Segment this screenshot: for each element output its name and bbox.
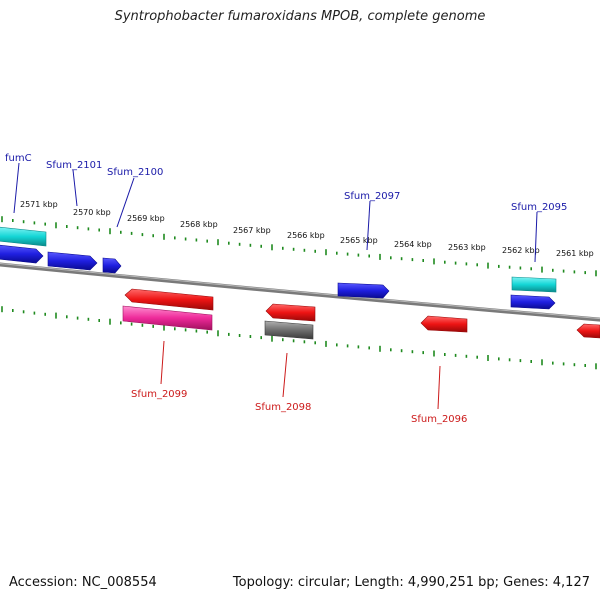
gene-block-pink[interactable] bbox=[122, 305, 213, 331]
gene-label-Sfum_2100[interactable]: Sfum_2100 bbox=[107, 167, 163, 178]
map-title: Syntrophobacter fumaroxidans MPOB, compl… bbox=[114, 9, 486, 24]
kbp-label: 2566 kbp bbox=[287, 231, 325, 240]
gene-Sfum_2097[interactable] bbox=[337, 282, 390, 299]
gene-label-Sfum_2099[interactable]: Sfum_2099 bbox=[131, 389, 187, 400]
kbp-label: 2567 kbp bbox=[233, 226, 271, 235]
kbp-label: 2561 kbp bbox=[556, 249, 594, 258]
gene-label-Sfum_2097[interactable]: Sfum_2097 bbox=[344, 191, 400, 202]
gene-Sfum_2098[interactable] bbox=[265, 303, 316, 322]
reverse-label-leaders bbox=[160, 340, 441, 410]
kbp-label: 2564 kbp bbox=[394, 240, 432, 249]
kbp-label: 2565 kbp bbox=[340, 236, 378, 245]
gene-block-gray[interactable] bbox=[264, 320, 314, 340]
kbp-label: 2570 kbp bbox=[73, 208, 111, 217]
kbp-label: 2563 kbp bbox=[448, 243, 486, 252]
kbp-label: 2569 kbp bbox=[127, 214, 165, 223]
gene-block-blue-left[interactable] bbox=[0, 244, 44, 264]
kbp-label: 2562 kbp bbox=[502, 246, 540, 255]
outer-tick-track bbox=[1, 216, 597, 277]
gene-Sfum_2095[interactable] bbox=[511, 276, 557, 293]
forward-label-leaders bbox=[13, 162, 538, 263]
gene-label-Sfum_2095[interactable]: Sfum_2095 bbox=[511, 202, 567, 213]
gene-label-Sfum_2101[interactable]: Sfum_2101 bbox=[46, 160, 102, 171]
inner-tick-track bbox=[1, 306, 597, 370]
gene-block-blue-right[interactable] bbox=[510, 294, 556, 310]
gene-Sfum_2100[interactable] bbox=[102, 257, 122, 274]
accession-text: Accession: NC_008554 bbox=[9, 575, 157, 590]
gene-label-Sfum_2096[interactable]: Sfum_2096 bbox=[411, 414, 467, 425]
gene-labels: fumC Sfum_2101 Sfum_2100 Sfum_2099 Sfum_… bbox=[5, 153, 567, 425]
genome-stats-text: Topology: circular; Length: 4,990,251 bp… bbox=[232, 575, 590, 590]
kbp-label: 2568 kbp bbox=[180, 220, 218, 229]
gene-label-fumC[interactable]: fumC bbox=[5, 153, 32, 164]
gene-Sfum_2099[interactable] bbox=[124, 288, 214, 311]
gene-fumC[interactable] bbox=[0, 226, 47, 247]
gene-Sfum_2096[interactable] bbox=[420, 315, 468, 333]
kbp-label: 2571 kbp bbox=[20, 200, 58, 209]
genome-backbone bbox=[0, 262, 600, 322]
gene-label-Sfum_2098[interactable]: Sfum_2098 bbox=[255, 402, 311, 413]
gene-Sfum_2101[interactable] bbox=[47, 251, 98, 271]
gene-block-red-right[interactable] bbox=[576, 323, 600, 339]
kbp-labels: 2571 kbp 2570 kbp 2569 kbp 2568 kbp 2567… bbox=[20, 200, 594, 258]
